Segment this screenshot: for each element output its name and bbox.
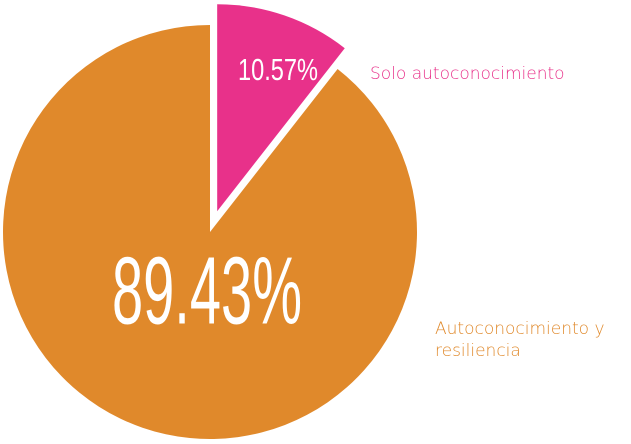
pie-slice [2,25,418,439]
pie-slice [217,4,345,212]
value-label: 10.57% [238,52,318,87]
legend-label: Solo autoconocimiento [370,64,565,84]
value-label: 89.43% [112,237,302,344]
legend-label: Autoconocimiento y resiliencia [435,319,605,361]
